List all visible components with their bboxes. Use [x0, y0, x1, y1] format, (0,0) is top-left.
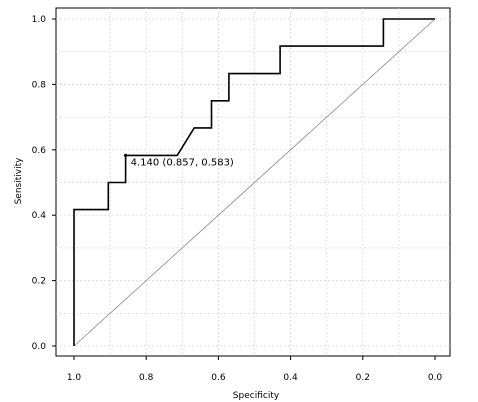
reference-diagonal [73, 18, 436, 347]
y-tick-label: 0.6 [32, 146, 47, 156]
x-tick-label: 1.0 [67, 373, 82, 383]
grid-lines [56, 8, 450, 356]
annotation-point [124, 153, 128, 157]
y-tick-label: 0.0 [32, 342, 47, 352]
plot-frame [55, 7, 451, 357]
roc-curve [73, 18, 435, 346]
y-tick-label: 0.4 [32, 211, 47, 221]
y-tick-label: 1.0 [32, 15, 47, 25]
y-tick-label: 0.8 [32, 80, 47, 90]
x-axis-title: Specificity [233, 391, 280, 401]
x-tick-label: 0.8 [139, 373, 154, 383]
x-tick-label: 0.0 [428, 373, 443, 383]
x-tick-label: 0.4 [283, 373, 298, 383]
x-tick-label: 0.6 [211, 373, 226, 383]
annotation-label: 4.140 (0.857, 0.583) [131, 157, 234, 168]
y-axis-title: Sensitivity [14, 157, 24, 205]
y-tick-label: 0.2 [32, 277, 46, 287]
x-axis-ticks: 1.0 0.8 0.6 0.4 0.2 0.0 [67, 356, 443, 383]
x-tick-label: 0.2 [356, 373, 370, 383]
y-axis-ticks: 0.0 0.2 0.4 0.6 0.8 1.0 [32, 15, 56, 352]
